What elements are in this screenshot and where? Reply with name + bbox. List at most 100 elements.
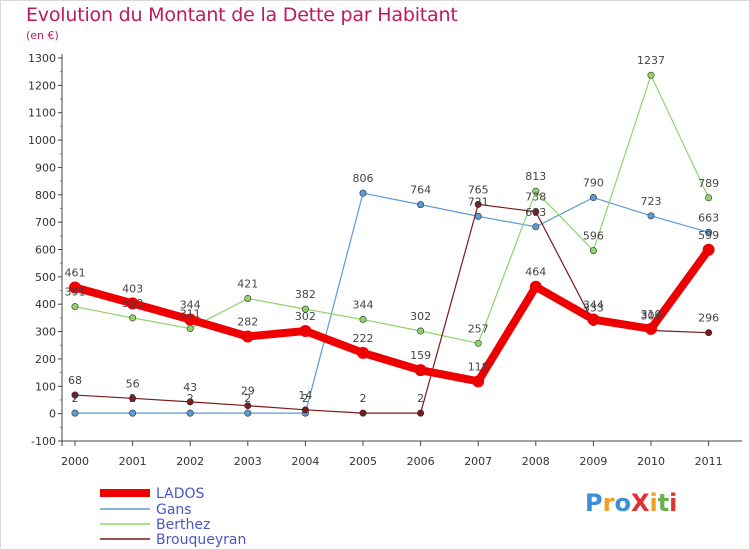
data-point-brouqueyran	[71, 391, 79, 399]
x-tick-label: 2005	[349, 455, 377, 468]
data-point-berthez	[417, 327, 425, 335]
data-label-berthez: 391	[65, 286, 86, 299]
data-point-lados	[299, 325, 312, 338]
data-label-lados: 599	[698, 229, 719, 242]
y-tick-label: 1300	[28, 52, 56, 65]
data-point-brouqueyran	[186, 398, 194, 406]
y-tick-label: -100	[31, 435, 56, 448]
data-label-brouqueyran: 2	[417, 392, 424, 405]
logo-letter: i	[649, 489, 658, 517]
data-point-berthez	[129, 314, 137, 322]
data-label-brouqueyran: 29	[241, 385, 255, 398]
y-tick-label: 200	[35, 353, 56, 366]
data-point-berthez	[647, 71, 655, 79]
y-tick-label: 300	[35, 326, 56, 339]
data-label-gans: 2	[244, 392, 251, 405]
legend-label-berthez: Berthez	[156, 517, 210, 533]
x-tick-label: 2001	[119, 455, 147, 468]
data-label-berthez: 1237	[637, 54, 665, 67]
y-tick-label: 900	[35, 161, 56, 174]
x-tick-label: 2002	[176, 455, 204, 468]
data-label-gans: 2	[187, 392, 194, 405]
data-point-lados	[529, 280, 542, 293]
series-line-berthez	[74, 74, 710, 344]
data-label-brouqueyran: 68	[68, 374, 82, 387]
y-tick-label: 1200	[28, 79, 56, 92]
series-line-lados	[71, 245, 713, 386]
y-tick-label: 100	[35, 380, 56, 393]
data-label-berthez: 311	[180, 308, 201, 321]
data-label-brouqueyran: 296	[698, 312, 719, 325]
data-point-gans	[647, 212, 655, 220]
data-label-berthez: 421	[237, 277, 258, 290]
logo-letter: t	[657, 489, 670, 517]
data-point-gans	[71, 409, 79, 417]
data-label-gans: 2	[302, 392, 309, 405]
data-label-brouqueyran: 43	[183, 381, 197, 394]
data-label-lados: 159	[410, 349, 431, 362]
data-point-brouqueyran	[417, 409, 425, 417]
data-point-gans	[359, 189, 367, 197]
data-point-gans	[417, 201, 425, 209]
data-label-brouqueyran: 56	[126, 377, 140, 390]
data-point-lados	[645, 322, 657, 335]
x-tick-label: 2011	[695, 455, 723, 468]
data-point-brouqueyran	[301, 406, 309, 414]
y-tick-label: 400	[35, 298, 56, 311]
data-point-lados	[472, 375, 485, 388]
data-label-gans: 2	[129, 392, 136, 405]
data-point-berthez	[705, 194, 713, 202]
data-point-berthez	[474, 339, 482, 347]
x-tick-label: 2008	[522, 455, 550, 468]
data-point-gans	[186, 409, 194, 417]
data-point-gans	[589, 194, 597, 202]
data-point-berthez	[244, 294, 252, 302]
data-label-berthez: 382	[295, 288, 316, 301]
legend-label-lados: LADOS	[156, 486, 204, 502]
data-label-lados: 302	[295, 310, 316, 323]
data-label-berthez: 302	[410, 310, 431, 323]
data-point-lados	[184, 313, 197, 326]
proxiti-logo: ProXiti	[585, 489, 677, 517]
data-label-gans: 663	[698, 211, 719, 224]
data-label-berthez: 596	[583, 230, 604, 243]
x-tick-label: 2004	[291, 455, 319, 468]
data-label-gans: 683	[525, 206, 546, 219]
series-line-gans	[74, 192, 710, 414]
y-tick-label: 700	[35, 216, 56, 229]
chart-title: Evolution du Montant de la Dette par Hab…	[26, 4, 458, 26]
data-point-gans	[532, 223, 540, 231]
data-point-brouqueyran	[244, 402, 252, 410]
chart-subtitle: (en €)	[26, 29, 59, 42]
data-label-brouqueyran: 14	[298, 389, 312, 402]
data-point-gans	[705, 228, 713, 236]
data-point-gans	[244, 409, 252, 417]
legend-label-gans: Gans	[156, 502, 192, 518]
data-label-lados: 118	[468, 360, 489, 373]
data-point-lados	[414, 364, 427, 377]
data-label-gans: 723	[641, 195, 662, 208]
data-point-lados	[357, 346, 369, 359]
data-point-lados	[69, 281, 81, 294]
y-tick-label: 600	[35, 244, 56, 257]
data-point-brouqueyran	[532, 208, 540, 216]
data-label-berthez: 344	[353, 299, 374, 312]
data-point-berthez	[359, 316, 367, 324]
data-label-lados: 282	[237, 315, 258, 328]
y-tick-label: 800	[35, 189, 56, 202]
data-label-berthez: 350	[122, 297, 143, 310]
data-label-brouqueyran: 738	[525, 191, 546, 204]
data-point-berthez	[589, 247, 597, 255]
data-point-lados	[702, 243, 715, 256]
data-label-gans: 764	[410, 184, 431, 197]
data-point-lados	[241, 330, 254, 343]
y-tick-label: 500	[35, 271, 56, 284]
data-label-lados: 461	[65, 267, 86, 280]
x-tick-label: 2007	[464, 455, 492, 468]
data-label-gans: 721	[468, 195, 489, 208]
data-point-brouqueyran	[705, 329, 713, 337]
data-point-lados	[587, 313, 600, 326]
data-point-lados	[126, 297, 139, 310]
